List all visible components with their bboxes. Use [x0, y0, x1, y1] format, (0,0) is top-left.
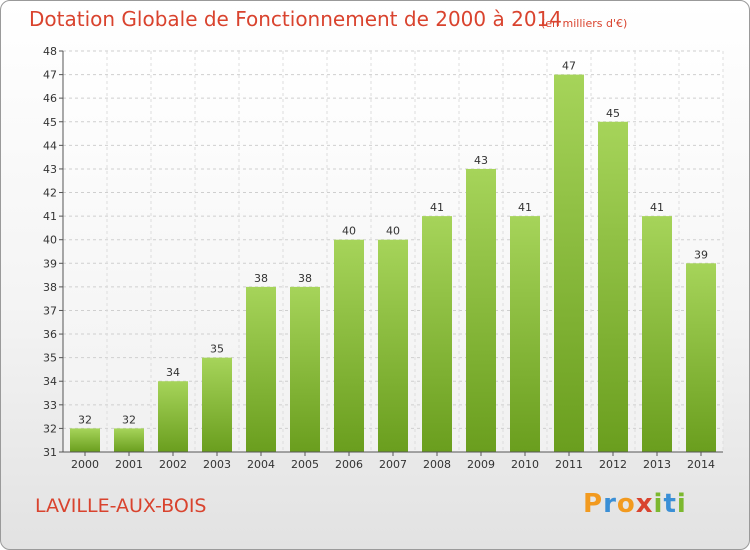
- y-tick-label: 47: [43, 69, 57, 82]
- value-label-2002: 34: [166, 366, 180, 379]
- x-tick-label-2014: 2014: [687, 458, 715, 471]
- bar-2014: [686, 263, 716, 452]
- y-tick-label: 38: [43, 281, 57, 294]
- commune-name: LAVILLE-AUX-BOIS: [35, 495, 207, 517]
- x-tick-label-2004: 2004: [247, 458, 275, 471]
- x-tick-label-2006: 2006: [335, 458, 363, 471]
- value-label-2008: 41: [430, 201, 444, 214]
- y-tick-label: 40: [43, 234, 57, 247]
- value-label-2012: 45: [606, 107, 620, 120]
- bar-layer: [70, 74, 716, 453]
- chart-title: Dotation Globale de Fonctionnement de 20…: [29, 7, 562, 31]
- value-label-2001: 32: [122, 413, 136, 426]
- bar-2011: [554, 74, 584, 453]
- x-tick-label-2008: 2008: [423, 458, 451, 471]
- x-tick-label-2005: 2005: [291, 458, 319, 471]
- x-tick-label-2013: 2013: [643, 458, 671, 471]
- y-tick-label: 35: [43, 352, 57, 365]
- y-tick-label: 43: [43, 163, 57, 176]
- logo-letter: r: [603, 489, 617, 519]
- bar-2009: [466, 168, 496, 453]
- proxiti-logo[interactable]: Proxiti: [583, 489, 687, 519]
- bar-2003: [202, 357, 232, 452]
- value-label-2003: 35: [210, 343, 224, 356]
- bar-2006: [334, 239, 364, 452]
- bar-2010: [510, 216, 540, 452]
- value-label-2009: 43: [474, 154, 488, 167]
- value-label-2010: 41: [518, 201, 532, 214]
- chart-unit: (en milliers d'€): [541, 17, 628, 30]
- y-tick-label: 48: [43, 45, 57, 58]
- logo-letter: t: [663, 489, 677, 519]
- y-tick-label: 34: [43, 375, 57, 388]
- y-tick-label: 37: [43, 304, 57, 317]
- logo-letter: x: [635, 489, 654, 519]
- y-tick-label: 46: [43, 92, 57, 105]
- x-tick-label-2001: 2001: [115, 458, 143, 471]
- y-tick-label: 31: [43, 446, 57, 459]
- y-tick-label: 33: [43, 399, 57, 412]
- bar-2002: [158, 381, 188, 452]
- value-label-2000: 32: [78, 413, 92, 426]
- axis-layer: 31 32 33 34 35 36 37 38 39 40 41 42 43 44 45 46 47 48 2000…: [43, 45, 723, 471]
- x-tick-label-2002: 2002: [159, 458, 187, 471]
- x-tick-label-2009: 2009: [467, 458, 495, 471]
- value-label-2007: 40: [386, 225, 400, 238]
- value-label-2013: 41: [650, 201, 664, 214]
- bar-2007: [378, 239, 408, 452]
- y-tick-label: 42: [43, 187, 57, 200]
- logo-letter: P: [583, 489, 604, 519]
- label-layer: 32 32 34 35 38 38 40 40 41 43 41 47 45 41 39: [78, 60, 708, 427]
- y-tick-label: 44: [43, 139, 57, 152]
- y-tick-label: 45: [43, 116, 57, 129]
- y-tick-label: 36: [43, 328, 57, 341]
- logo-letter: o: [616, 489, 636, 519]
- y-tick-label: 32: [43, 422, 57, 435]
- x-tick-label-2000: 2000: [71, 458, 99, 471]
- logo-letter: i: [676, 489, 687, 519]
- bar-2013: [642, 216, 672, 452]
- x-tick-label-2011: 2011: [555, 458, 583, 471]
- x-tick-label-2007: 2007: [379, 458, 407, 471]
- value-label-2014: 39: [694, 248, 708, 261]
- bar-2012: [598, 121, 628, 452]
- bar-2001: [114, 428, 144, 452]
- value-label-2006: 40: [342, 225, 356, 238]
- value-label-2011: 47: [562, 60, 576, 73]
- value-label-2004: 38: [254, 272, 268, 285]
- x-tick-label-2010: 2010: [511, 458, 539, 471]
- bar-2000: [70, 428, 100, 452]
- bar-2004: [246, 286, 276, 452]
- y-tick-label: 41: [43, 210, 57, 223]
- x-tick-label-2003: 2003: [203, 458, 231, 471]
- y-tick-label: 39: [43, 257, 57, 270]
- bar-2008: [422, 216, 452, 452]
- value-label-2005: 38: [298, 272, 312, 285]
- bar-2005: [290, 286, 320, 452]
- logo-letter: i: [653, 489, 664, 519]
- x-tick-label-2012: 2012: [599, 458, 627, 471]
